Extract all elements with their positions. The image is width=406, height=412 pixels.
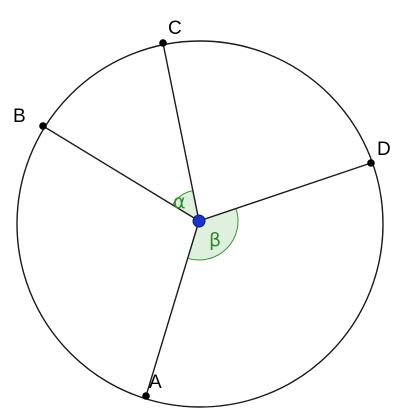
- point-label-d: D: [377, 139, 391, 160]
- circle: [16, 40, 384, 408]
- point-label-b: B: [13, 106, 26, 127]
- point-a: [142, 392, 150, 400]
- angle-label-beta: β: [209, 229, 221, 251]
- point-label-c: C: [168, 18, 182, 39]
- point-d: [367, 159, 375, 167]
- center-point: [192, 214, 206, 228]
- radius-segment-d: [198, 162, 372, 222]
- radius-segment-b: [42, 125, 200, 222]
- radius-segment-c: [162, 42, 200, 222]
- point-b: [39, 122, 47, 130]
- radius-segment-a: [145, 220, 200, 397]
- point-c: [159, 39, 167, 47]
- angle-label-alpha: α: [173, 191, 186, 213]
- point-label-a: A: [149, 372, 162, 393]
